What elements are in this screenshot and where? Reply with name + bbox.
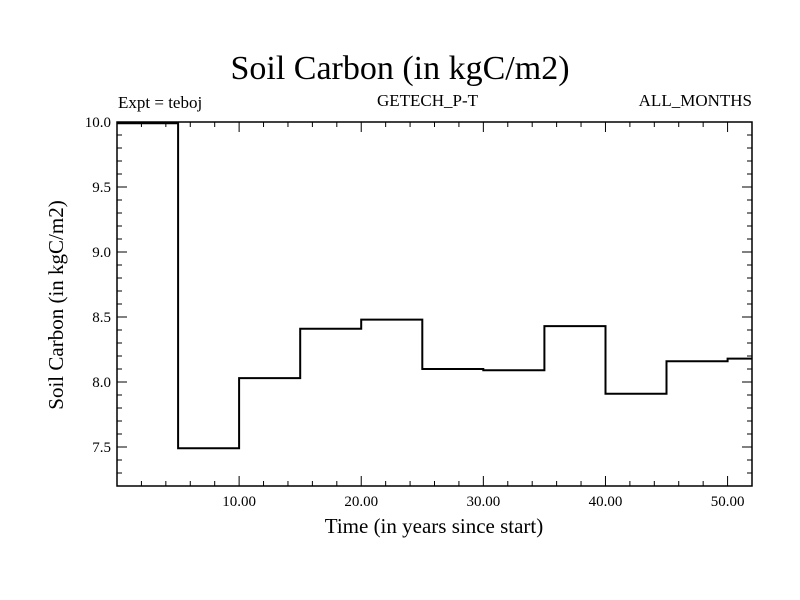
plot-frame bbox=[116, 121, 753, 487]
axis-ticks: 10.00 20.00 30.00 40.00 50.00 7.5 8.0 8.5 9.0 9.5… bbox=[85, 115, 752, 510]
chart-title: Soil Carbon (in kgC/m2) bbox=[230, 50, 570, 87]
y-tick-label: 8.5 bbox=[92, 310, 111, 326]
x-tick-label: 50.00 bbox=[711, 494, 745, 510]
series-group bbox=[117, 122, 752, 450]
x-tick-label: 10.00 bbox=[222, 494, 256, 510]
x-tick-label: 20.00 bbox=[344, 494, 378, 510]
experiment-label: Expt = teboj bbox=[118, 93, 203, 112]
y-tick-label: 9.5 bbox=[92, 180, 111, 196]
x-tick-label: 30.00 bbox=[466, 494, 500, 510]
dataset-label: GETECH_P-T bbox=[377, 91, 479, 110]
x-axis-label: Time (in years since start) bbox=[325, 514, 544, 538]
y-tick-label: 10.0 bbox=[85, 115, 111, 131]
y-tick-label: 7.5 bbox=[92, 440, 111, 456]
x-tick-label: 40.00 bbox=[589, 494, 623, 510]
y-axis-label: Soil Carbon (in kgC/m2) bbox=[44, 200, 68, 409]
months-label: ALL_MONTHS bbox=[638, 91, 752, 110]
y-tick-label: 9.0 bbox=[92, 245, 111, 261]
soil-carbon-series-line bbox=[117, 122, 752, 450]
y-tick-label: 8.0 bbox=[92, 375, 111, 391]
